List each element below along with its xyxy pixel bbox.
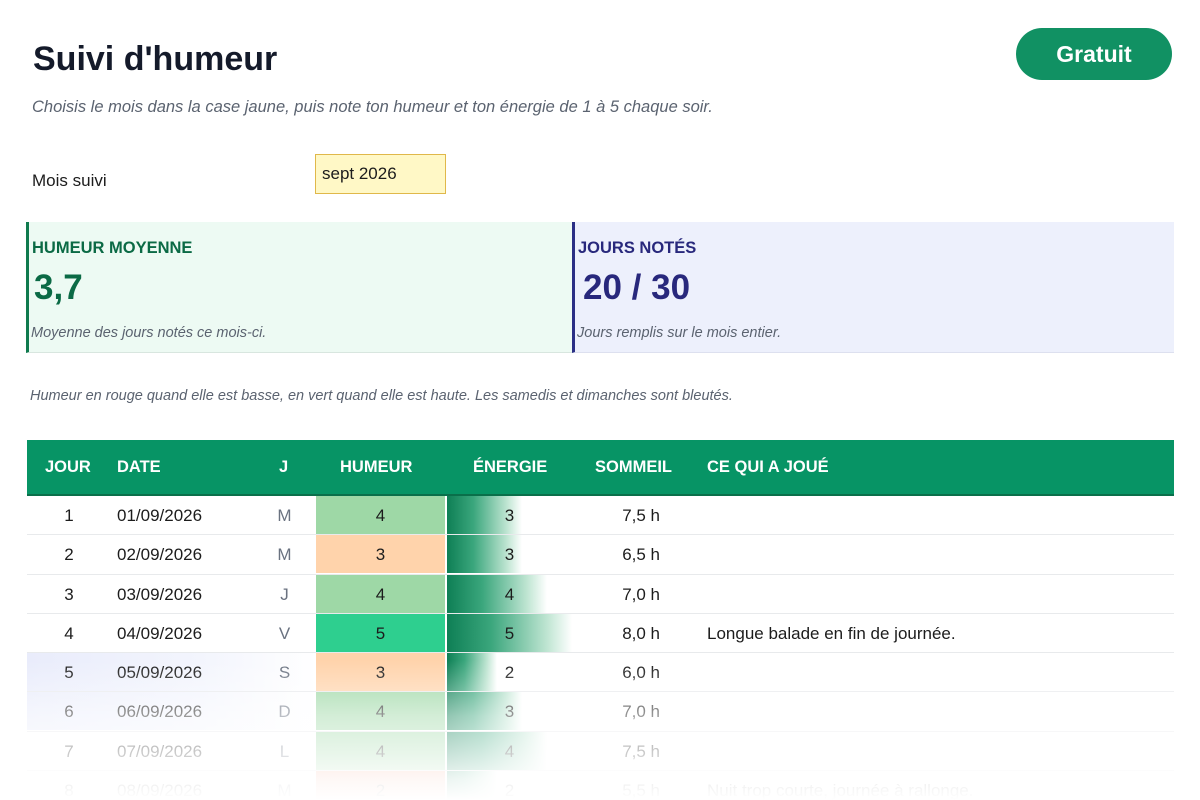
cell-sommeil[interactable]: 6,0 h: [622, 663, 660, 683]
page-title: Suivi d'humeur: [33, 40, 278, 78]
cell-date: 06/09/2026: [117, 702, 203, 722]
cell-energie[interactable]: 4: [504, 741, 515, 761]
month-input[interactable]: sept 2026: [315, 154, 446, 194]
cell-jour: 1: [64, 506, 74, 525]
cell-humeur[interactable]: 2: [316, 771, 445, 800]
cell-sommeil[interactable]: 7,0 h: [622, 584, 660, 604]
table-row: 8 08/09/2026 M 2 2 5,5 h Nuit trop courte, jou…: [27, 771, 1174, 800]
cell-weekday: M: [277, 506, 292, 525]
cell-sommeil[interactable]: 6,5 h: [622, 545, 660, 565]
cell-humeur[interactable]: 4: [316, 574, 445, 613]
header-humeur: HUMEUR: [340, 458, 413, 476]
table-row: 3 03/09/2026 J 4 4 7,0 h: [27, 574, 1174, 614]
free-badge[interactable]: Gratuit: [1016, 28, 1172, 80]
cell-jour: 2: [64, 545, 74, 565]
cell-jour: 3: [64, 584, 74, 604]
cell-energie[interactable]: 3: [504, 506, 515, 525]
cell-date: 08/09/2026: [117, 781, 203, 800]
cell-humeur[interactable]: 3: [316, 653, 445, 692]
kpi-average-mood: HUMEUR MOYENNE 3,7 Moyenne des jours not…: [26, 222, 572, 353]
cell-sommeil[interactable]: 7,5 h: [622, 741, 660, 761]
cell-weekday: J: [280, 584, 289, 604]
energy-bar: [447, 613, 572, 652]
cell-date: 07/09/2026: [117, 741, 203, 761]
header-j: J: [279, 458, 289, 476]
table-row: 2 02/09/2026 M 3 3 6,5 h: [27, 535, 1174, 575]
kpi-days-rated: JOURS NOTÉS 20 / 30 Jours remplis sur le…: [572, 222, 1174, 353]
cell-humeur[interactable]: 5: [316, 613, 445, 652]
table-row: 5 05/09/2026 S 3 2 6,0 h: [27, 653, 1174, 693]
mood-table: JOUR DATE J HUMEUR ÉNERGIE SOMMEIL CE QU…: [27, 440, 1174, 800]
cell-energie[interactable]: 5: [504, 623, 515, 643]
cell-weekday: M: [277, 781, 292, 800]
table-row: 1 01/09/2026 M 4 3 7,5 h: [27, 496, 1174, 536]
cell-date: 03/09/2026: [117, 584, 203, 604]
cell-ce-qui-a-joue[interactable]: [707, 535, 1167, 573]
cell-humeur[interactable]: 4: [316, 731, 445, 770]
cell-ce-qui-a-joue[interactable]: [707, 653, 1167, 691]
cell-energie[interactable]: 2: [504, 663, 515, 683]
kpi-mood-value: 3,7: [34, 268, 83, 307]
cell-energie[interactable]: 3: [504, 702, 515, 722]
cell-weekday: V: [278, 623, 291, 643]
cell-date: 02/09/2026: [117, 545, 203, 565]
month-label: Mois suivi: [32, 171, 107, 190]
cell-ce-qui-a-joue[interactable]: [707, 692, 1167, 730]
table-row: 6 06/09/2026 D 4 3 7,0 h: [27, 692, 1174, 732]
cell-jour: 6: [64, 702, 74, 722]
legend-note: Humeur en rouge quand elle est basse, en…: [30, 388, 733, 404]
cell-date: 01/09/2026: [117, 506, 203, 525]
cell-weekday: S: [278, 663, 291, 683]
cell-energie[interactable]: 2: [504, 781, 515, 800]
table-row: 7 07/09/2026 L 4 4 7,5 h: [27, 731, 1174, 772]
kpi-days-label: JOURS NOTÉS: [578, 239, 697, 257]
cell-jour: 7: [64, 741, 74, 761]
header-energie: ÉNERGIE: [473, 458, 548, 476]
energy-bar: [447, 574, 547, 613]
cell-humeur[interactable]: 4: [316, 692, 445, 731]
cell-jour: 5: [64, 663, 74, 683]
cell-ce-qui-a-joue[interactable]: Nuit trop courte, journée à rallonge.: [707, 781, 974, 800]
header-date: DATE: [117, 458, 161, 476]
cell-sommeil[interactable]: 7,5 h: [622, 506, 660, 525]
cell-weekday: D: [278, 702, 291, 722]
page-subtitle: Choisis le mois dans la case jaune, puis…: [32, 98, 713, 116]
cell-weekday: M: [277, 545, 292, 565]
cell-sommeil[interactable]: 7,0 h: [622, 702, 660, 722]
header-sommeil: SOMMEIL: [595, 458, 672, 476]
energy-bar: [447, 535, 522, 574]
kpi-days-note: Jours remplis sur le mois entier.: [577, 325, 782, 341]
cell-sommeil[interactable]: 8,0 h: [622, 623, 660, 643]
cell-ce-qui-a-joue[interactable]: Longue balade en fin de journée.: [707, 623, 956, 643]
cell-date: 05/09/2026: [117, 663, 203, 683]
cell-humeur[interactable]: 3: [316, 535, 445, 574]
cell-sommeil[interactable]: 5,5 h: [622, 781, 660, 800]
cell-ce-qui-a-joue[interactable]: [707, 575, 1167, 613]
cell-humeur[interactable]: 4: [316, 496, 445, 534]
kpi-days-value: 20 / 30: [583, 268, 691, 307]
energy-bar: [447, 496, 522, 534]
kpi-mood-label: HUMEUR MOYENNE: [32, 239, 193, 257]
cell-weekday: L: [279, 741, 290, 761]
cell-energie[interactable]: 4: [504, 584, 515, 604]
header-ce-qui-a-joue: CE QUI A JOUÉ: [707, 458, 829, 476]
cell-jour: 4: [64, 623, 74, 643]
cell-energie[interactable]: 3: [504, 545, 515, 565]
cell-date: 04/09/2026: [117, 623, 203, 643]
cell-ce-qui-a-joue[interactable]: [707, 732, 1167, 770]
kpi-mood-note: Moyenne des jours notés ce mois-ci.: [31, 325, 267, 341]
cell-ce-qui-a-joue[interactable]: [707, 496, 1167, 534]
cell-jour: 8: [64, 781, 74, 800]
table-row: 4 04/09/2026 V 5 5 8,0 h Longue balade en fin …: [27, 613, 1174, 654]
table-header: JOUR DATE J HUMEUR ÉNERGIE SOMMEIL CE QU…: [27, 440, 1174, 496]
header-jour: JOUR: [45, 458, 91, 476]
